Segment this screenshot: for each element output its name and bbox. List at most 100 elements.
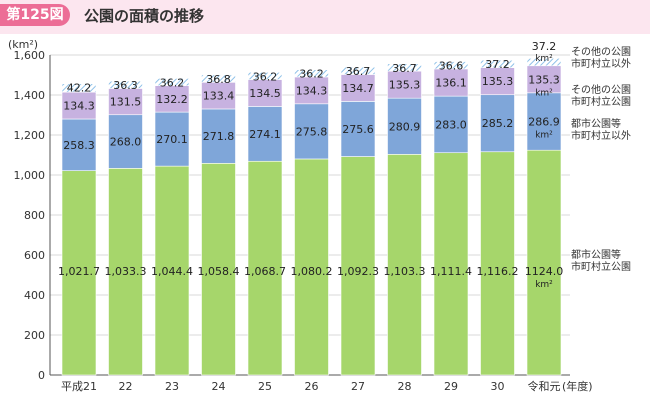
unit-label: km²	[535, 54, 553, 64]
data-label: 133.4	[203, 90, 235, 103]
legend-label: 都市公園等	[571, 248, 621, 261]
data-label: 258.3	[63, 139, 95, 152]
y-tick-label: 1,000	[14, 169, 46, 182]
data-label: 135.3	[482, 75, 514, 88]
data-label: 134.3	[296, 84, 328, 97]
data-label: 36.2	[299, 68, 324, 81]
x-tick-label: 令和元	[528, 379, 561, 393]
data-label: 1,080.2	[291, 265, 333, 278]
bar-segment	[340, 74, 376, 102]
data-label: 1,044.4	[151, 265, 193, 278]
data-label: 1,103.3	[384, 265, 426, 278]
bar-segment	[247, 72, 283, 80]
x-tick-label: 23	[165, 380, 179, 393]
bar-segment	[201, 108, 236, 164]
data-label: 275.6	[342, 123, 374, 136]
bar-segment	[387, 70, 422, 99]
legend-label: その他の公園	[571, 45, 631, 58]
bar-segment	[294, 69, 329, 78]
bar-segment	[247, 160, 283, 376]
unit-label: km²	[535, 131, 553, 141]
data-label: 36.3	[113, 79, 138, 92]
unit-label: km²	[535, 88, 553, 98]
data-label: 135.3	[389, 79, 421, 92]
data-label: 131.5	[110, 96, 142, 109]
data-label: 42.2	[67, 82, 92, 95]
data-label: 280.9	[389, 120, 421, 133]
bar-segment	[340, 101, 376, 157]
figure-number-badge: 第125図	[0, 4, 70, 26]
data-label: 286.9	[528, 116, 560, 129]
bar-segment	[61, 118, 97, 171]
bar-segment	[61, 91, 97, 120]
legend-label: 市町村立公園	[571, 95, 631, 108]
data-label: 1,068.7	[244, 265, 286, 278]
bar-segment	[294, 158, 329, 376]
data-label: 271.8	[203, 130, 235, 143]
data-label: 134.7	[342, 82, 374, 95]
bar-segment	[387, 63, 422, 72]
bar-segment	[154, 78, 190, 86]
legend-label: 市町村立以外	[571, 129, 631, 142]
data-label: 36.6	[439, 60, 464, 73]
data-label: 1,033.3	[105, 265, 147, 278]
data-label: 1,058.4	[198, 265, 240, 278]
data-label: 136.1	[435, 77, 467, 90]
data-label: 1,111.4	[430, 265, 472, 278]
bar-segment	[340, 66, 376, 75]
data-label: 36.2	[160, 76, 185, 89]
y-tick-label: 0	[38, 369, 45, 382]
x-tick-label: 26	[305, 380, 319, 393]
chart-title: 公園の面積の推移	[84, 7, 205, 25]
data-label: 36.7	[346, 65, 371, 78]
y-tick-label: 600	[24, 249, 45, 262]
data-label: 283.0	[435, 118, 467, 131]
bar-segment	[108, 114, 143, 169]
y-tick-label: 200	[24, 329, 45, 342]
bar-segment	[433, 152, 469, 376]
x-tick-label: 30	[491, 380, 505, 393]
x-tick-label: 29	[444, 380, 458, 393]
legend-label: 都市公園等	[571, 117, 621, 130]
data-label: 274.1	[249, 128, 281, 141]
y-tick-label: 1,200	[14, 129, 46, 142]
y-unit-label: (km²)	[8, 38, 38, 51]
x-tick-label: 25	[258, 380, 272, 393]
unit-label: km²	[535, 280, 553, 290]
bar-segment	[480, 59, 515, 68]
data-label: 134.3	[63, 100, 95, 113]
bar-segment	[108, 80, 143, 89]
bar-segment	[154, 85, 190, 113]
x-tick-label: 22	[119, 380, 133, 393]
bar-segment	[108, 88, 143, 116]
data-label: 1,116.2	[477, 265, 519, 278]
bar-segment	[433, 61, 469, 70]
bar-segment	[526, 149, 562, 376]
bar-segment	[480, 67, 515, 96]
legend-label: 市町村立公園	[571, 260, 631, 273]
data-label: 1,021.7	[58, 265, 100, 278]
bar-segment	[387, 97, 422, 155]
data-label: 275.8	[296, 125, 328, 138]
data-label: 132.2	[156, 93, 188, 106]
bar-segment	[201, 81, 236, 110]
x-tick-label: 24	[212, 380, 226, 393]
bar-segment	[154, 165, 190, 376]
bar-segment	[201, 163, 236, 376]
data-label: 37.2	[532, 40, 557, 53]
bar-segment	[526, 92, 562, 151]
bar-segment	[61, 83, 97, 93]
bar-segment	[61, 170, 97, 376]
y-tick-label: 1,400	[14, 89, 46, 102]
data-label: 268.0	[110, 136, 142, 149]
data-label: 135.3	[528, 73, 560, 86]
data-label: 1124.0	[525, 265, 564, 278]
x-tick-label: 平成21	[61, 380, 97, 393]
y-tick-label: 800	[24, 209, 45, 222]
bar-segment	[526, 58, 562, 67]
bar-segment	[247, 106, 283, 162]
data-label: 1,092.3	[337, 265, 379, 278]
x-tick-label: 28	[398, 380, 412, 393]
data-label: 36.8	[206, 73, 231, 86]
